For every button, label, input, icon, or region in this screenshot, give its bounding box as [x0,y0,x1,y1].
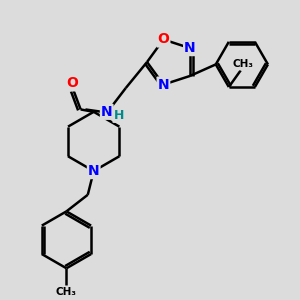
Text: N: N [88,164,100,178]
Text: O: O [66,76,78,90]
Text: CH₃: CH₃ [232,59,254,70]
Text: O: O [158,32,169,46]
Text: H: H [113,109,124,122]
Text: N: N [158,78,169,92]
Text: CH₃: CH₃ [56,287,77,297]
Text: N: N [101,105,112,119]
Text: N: N [184,41,196,55]
